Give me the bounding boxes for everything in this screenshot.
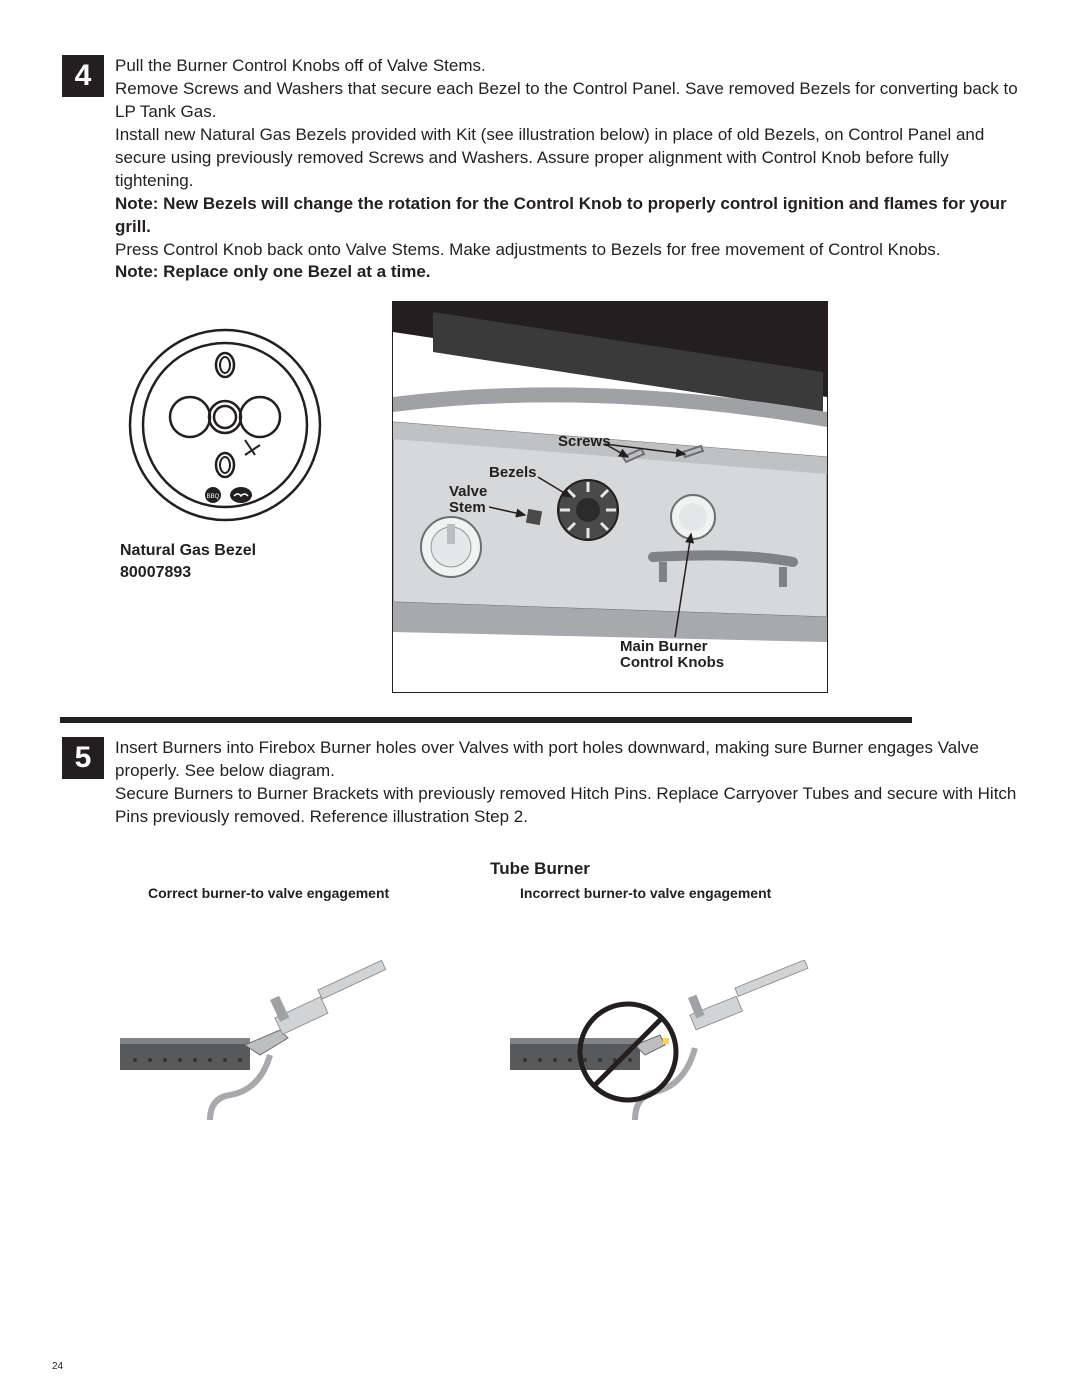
step4-note1: Note: New Bezels will change the rotatio… xyxy=(115,193,1025,239)
step5-line1: Insert Burners into Firebox Burner holes… xyxy=(115,737,1025,783)
step4-line5: Press Control Knob back onto Valve Stems… xyxy=(115,239,1025,262)
callout-knobs1: Main Burner xyxy=(620,638,708,655)
grill-figure: Screws Bezels Valve Stem Main Burner Con… xyxy=(392,301,828,693)
callout-bezels: Bezels xyxy=(489,464,537,481)
incorrect-burner-icon xyxy=(510,960,830,1140)
step-4-number: 4 xyxy=(62,55,104,97)
step4-note2: Note: Replace only one Bezel at a time. xyxy=(115,261,1025,284)
bezel-label-2: 80007893 xyxy=(120,562,330,584)
step5-line2: Secure Burners to Burner Brackets with p… xyxy=(115,783,1025,829)
step4-line3: Install new Natural Gas Bezels provided … xyxy=(115,124,1025,193)
step4-line2: Remove Screws and Washers that secure ea… xyxy=(115,78,1025,124)
bezel-figure: BBQ Natural Gas Bezel 80007893 xyxy=(120,320,330,583)
bezel-icon: BBQ xyxy=(125,320,325,530)
section-divider xyxy=(60,717,912,723)
callout-screws: Screws xyxy=(558,433,611,450)
callout-knobs2: Control Knobs xyxy=(620,654,724,671)
step4-line1: Pull the Burner Control Knobs off of Val… xyxy=(115,55,1025,78)
step-5-text: Insert Burners into Firebox Burner holes… xyxy=(115,737,1025,829)
correct-engagement-label: Correct burner-to valve engagement xyxy=(148,884,389,903)
bezel-label-1: Natural Gas Bezel xyxy=(120,540,330,562)
svg-text:BBQ: BBQ xyxy=(207,494,220,500)
page-number: 24 xyxy=(52,1360,63,1374)
incorrect-burner-figure xyxy=(510,960,810,1140)
step-4-text: Pull the Burner Control Knobs off of Val… xyxy=(115,55,1025,284)
callout-valve1: Valve xyxy=(449,483,487,500)
correct-burner-figure xyxy=(120,960,420,1140)
step-5-number: 5 xyxy=(62,737,104,779)
incorrect-engagement-label: Incorrect burner-to valve engagement xyxy=(520,884,771,903)
correct-burner-icon xyxy=(120,960,420,1140)
tube-burner-title: Tube Burner xyxy=(0,858,1080,881)
callout-valve2: Stem xyxy=(449,499,486,516)
